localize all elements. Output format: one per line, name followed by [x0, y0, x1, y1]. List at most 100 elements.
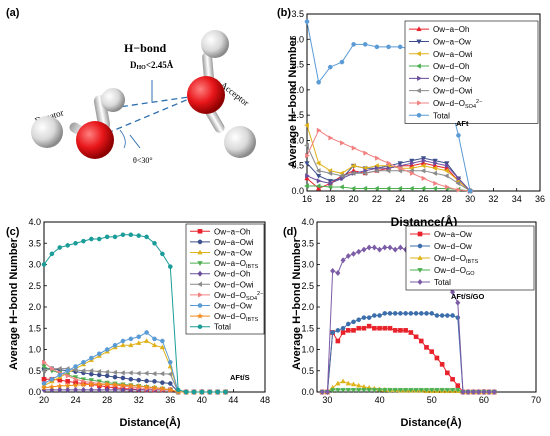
y-tick-label: 2.0 — [28, 302, 41, 312]
acceptor-o-atom — [187, 76, 225, 114]
legend-marker — [197, 270, 203, 277]
y-tick-label: 2.0 — [291, 85, 304, 95]
data-point — [120, 338, 126, 344]
data-point — [207, 389, 213, 395]
data-point — [191, 389, 197, 395]
data-point — [304, 161, 310, 167]
legend-label: Ow−d−OIBTS — [214, 312, 259, 323]
x-tick-label: 60 — [479, 395, 489, 405]
data-point — [456, 175, 462, 182]
legend-label: Ow−a−Ow — [434, 230, 472, 239]
data-point — [372, 325, 377, 331]
data-point — [392, 387, 398, 393]
data-point — [135, 382, 142, 389]
data-point — [486, 388, 492, 396]
data-point — [304, 19, 310, 24]
hbond-title: H−bond — [124, 41, 167, 55]
legend-box — [404, 20, 539, 124]
data-point — [356, 317, 362, 323]
data-point — [386, 44, 391, 50]
y-tick-label: 4.0 — [301, 217, 314, 227]
data-point — [429, 349, 435, 354]
data-point — [376, 246, 383, 253]
data-point — [445, 370, 450, 376]
data-point — [433, 160, 439, 166]
data-point — [88, 381, 95, 388]
data-point — [328, 180, 334, 187]
data-point — [335, 328, 341, 333]
data-point — [340, 325, 346, 331]
data-point — [104, 234, 110, 240]
donor-o-atom — [76, 121, 114, 159]
series-9 — [41, 232, 228, 395]
legend-label: Ow−d−Oh — [433, 62, 469, 71]
legend-label: Total — [433, 111, 450, 120]
legend-label: Ow−d−Ow — [214, 302, 252, 311]
data-point — [392, 246, 398, 253]
data-point — [330, 267, 336, 274]
data-point — [40, 384, 48, 391]
data-point — [450, 376, 455, 382]
legend-marker — [417, 231, 423, 237]
data-point — [88, 386, 94, 393]
x-axis-title: Distance(Å) — [400, 416, 461, 429]
data-point — [408, 387, 414, 393]
x-tick-label: 32 — [488, 194, 498, 204]
data-point — [351, 319, 356, 325]
y-tick-label: 2.5 — [291, 60, 304, 70]
data-point — [476, 388, 482, 396]
legend-marker — [197, 303, 203, 308]
y-tick-label: 0.0 — [291, 186, 304, 196]
data-point — [413, 387, 419, 393]
data-point — [65, 386, 71, 393]
panel-label-b: (b) — [277, 7, 291, 19]
data-point — [315, 160, 321, 166]
data-point — [429, 387, 435, 393]
data-point — [445, 313, 450, 318]
data-point — [167, 386, 174, 393]
data-point — [362, 185, 368, 192]
data-point — [432, 165, 438, 171]
data-point — [382, 325, 388, 331]
data-point — [112, 234, 118, 240]
x-tick-label: 18 — [325, 194, 335, 204]
data-point — [340, 140, 345, 146]
data-point — [397, 244, 404, 251]
data-point — [88, 368, 94, 374]
data-point — [127, 382, 134, 389]
data-point — [151, 371, 157, 377]
data-point — [56, 382, 63, 389]
data-point — [120, 386, 126, 393]
data-point — [366, 315, 372, 320]
data-point — [350, 381, 357, 387]
x-tick-label: 24 — [71, 395, 81, 405]
x-tick-label: 22 — [372, 194, 382, 204]
data-point — [351, 42, 356, 47]
data-point — [455, 383, 461, 388]
data-point — [434, 355, 440, 361]
series-3 — [304, 183, 472, 194]
data-point — [327, 64, 333, 70]
legend-marker — [417, 100, 422, 106]
data-point — [327, 184, 333, 190]
data-point — [374, 44, 380, 50]
data-point — [432, 185, 438, 192]
x-tick-label: 28 — [442, 194, 452, 204]
data-point — [376, 387, 383, 393]
y-axis-title: Average H−bond Number — [291, 237, 303, 370]
data-point — [330, 330, 335, 335]
y-axis-title: Average H−bond Number — [8, 237, 20, 370]
hbond-line — [97, 95, 197, 138]
data-point — [372, 313, 377, 318]
data-point — [423, 387, 430, 393]
y-tick-label: 0.0 — [301, 387, 314, 397]
x-tick-label: 50 — [427, 395, 437, 405]
data-point — [65, 373, 71, 379]
x-tick-label: 32 — [134, 395, 144, 405]
y-tick-label: 3.0 — [291, 34, 304, 44]
data-point — [57, 372, 63, 378]
data-point — [316, 79, 321, 85]
x-tick-label: 30 — [322, 395, 332, 405]
sample-label: AFt/S — [230, 373, 250, 382]
data-point — [439, 387, 445, 393]
